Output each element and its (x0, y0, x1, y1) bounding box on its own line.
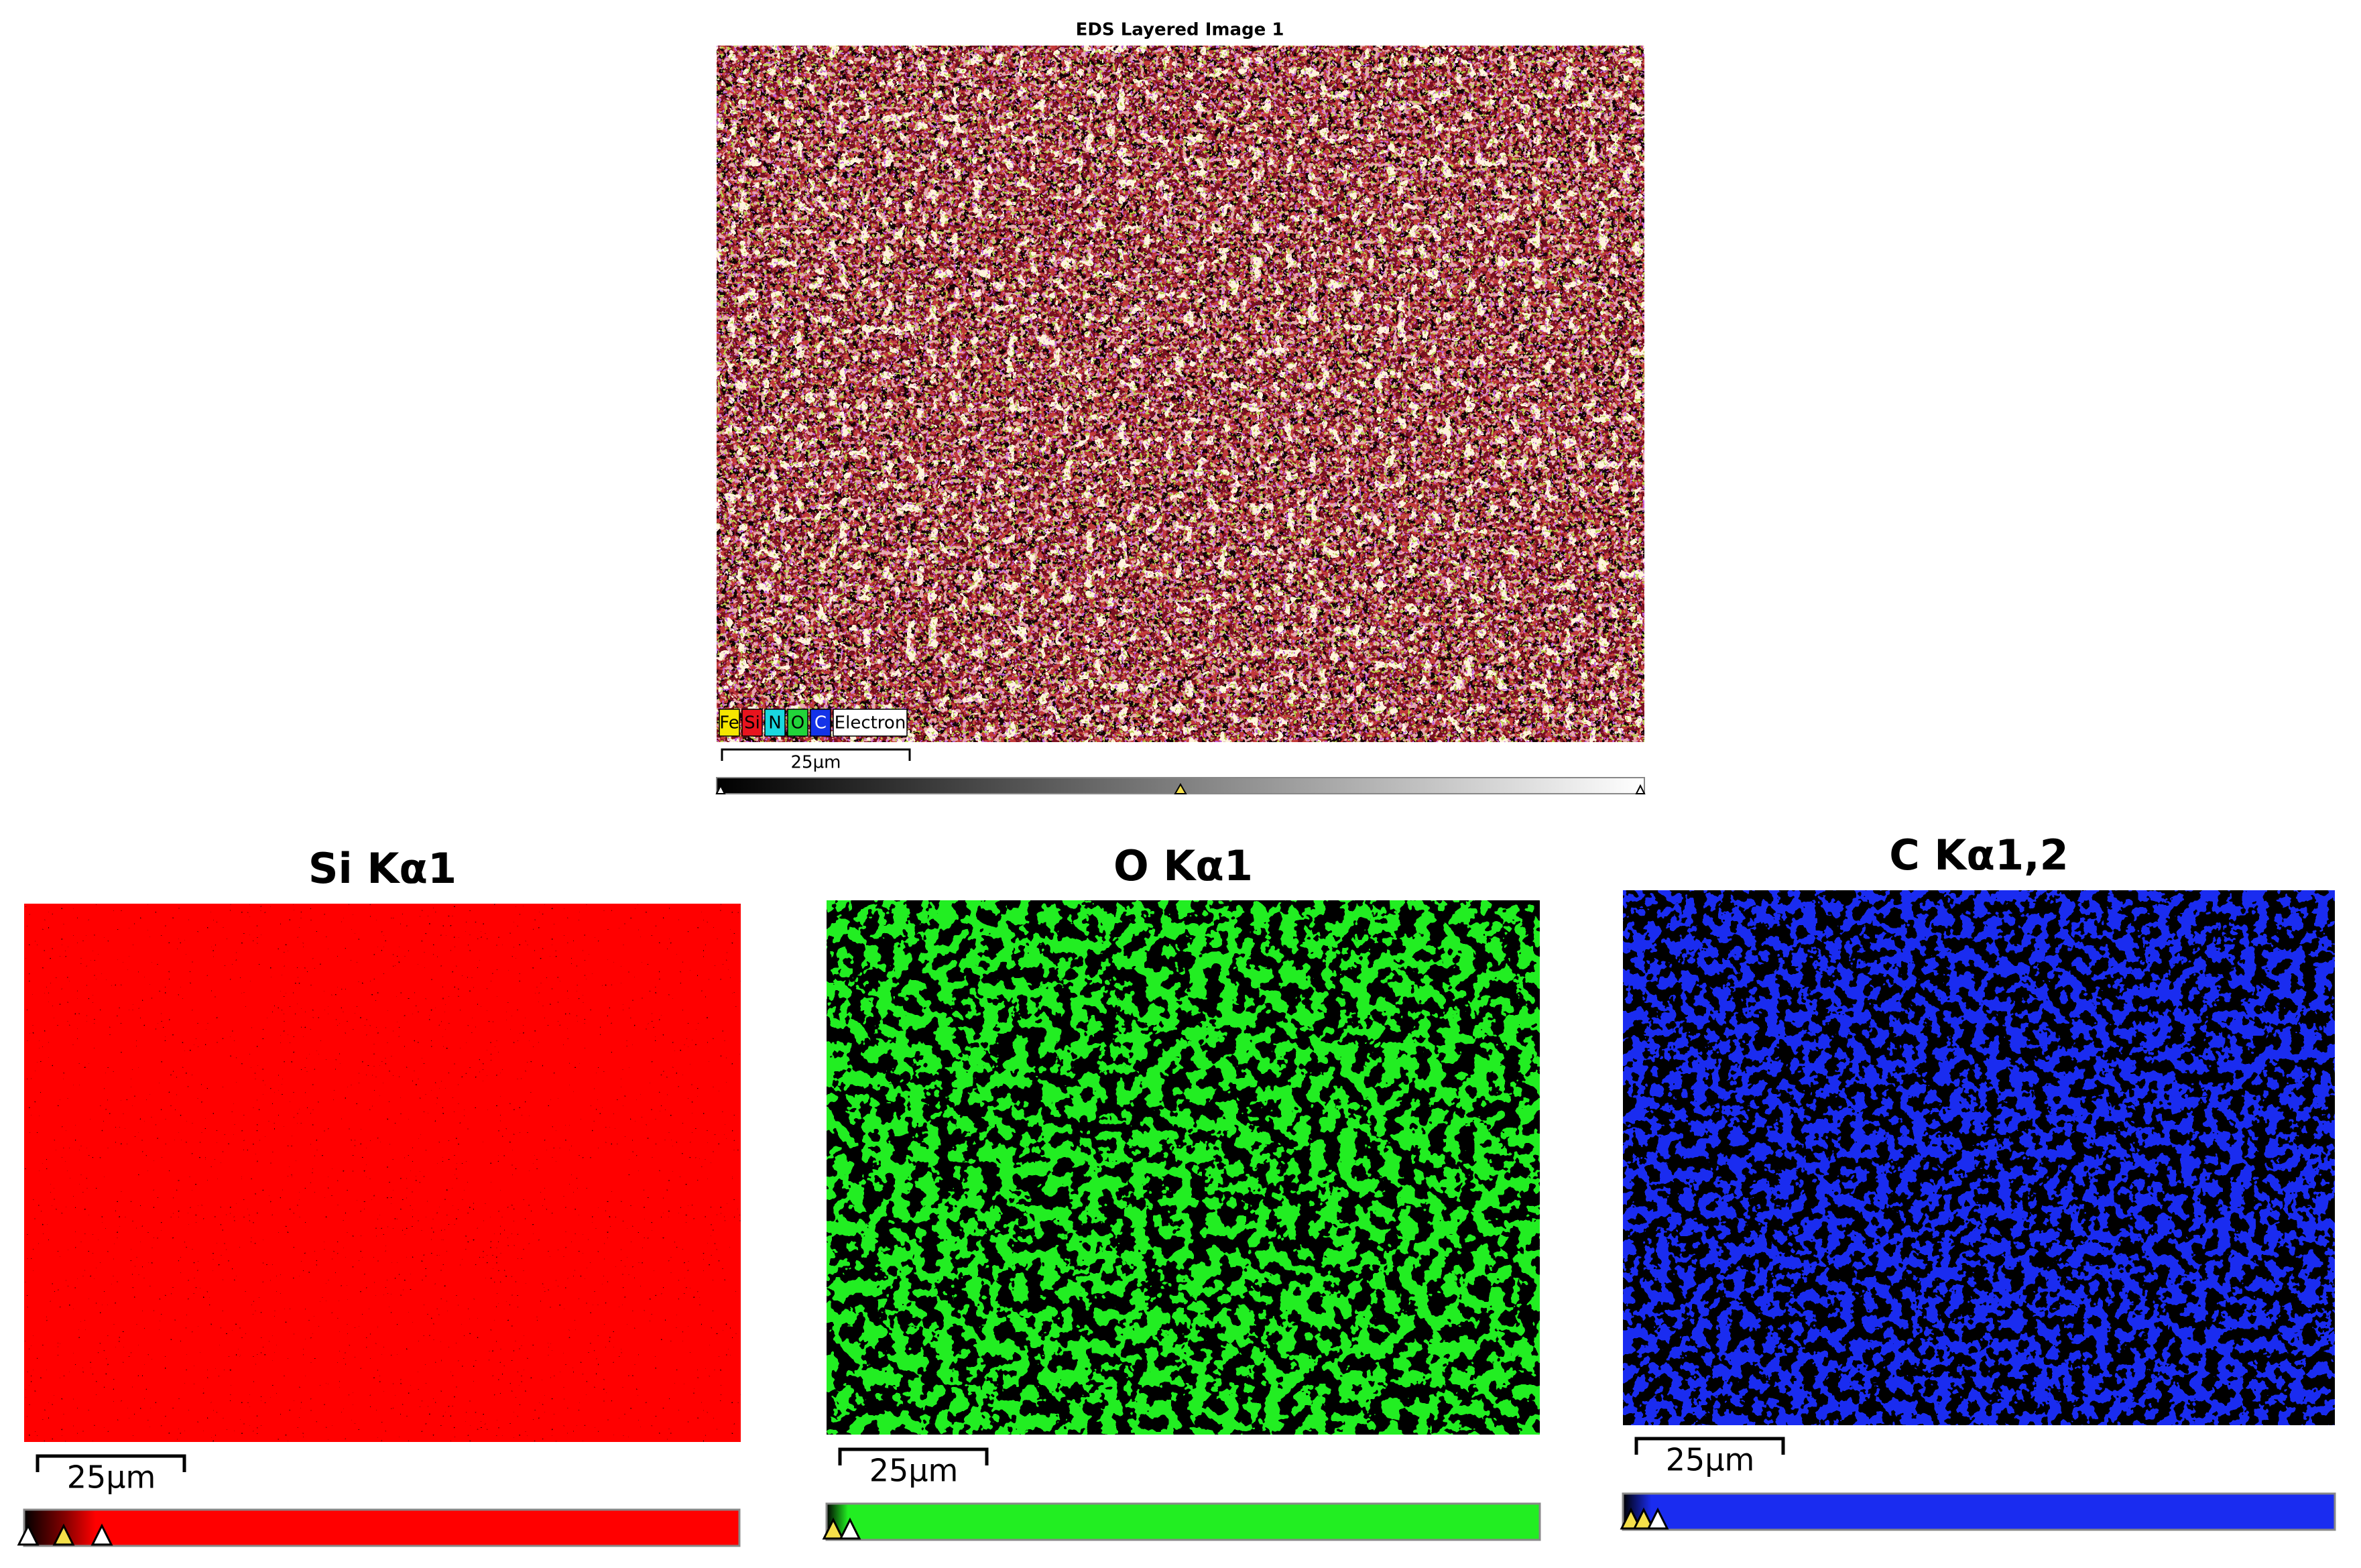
map-title: O Kα1 (1113, 841, 1253, 890)
marker (1632, 1507, 1655, 1530)
legend-swatch (787, 709, 808, 737)
legend-swatch (741, 709, 763, 737)
scale-bar-label: 25µm (869, 1453, 959, 1489)
speckle-layer (827, 900, 1540, 1435)
legend-label: Si (744, 713, 760, 733)
marker (839, 1517, 861, 1540)
legend-label: N (768, 713, 781, 733)
legend: Fe Si N O C Electron (719, 709, 908, 737)
scale-bar (838, 1447, 989, 1465)
scale-bar (1634, 1437, 1785, 1455)
legend-swatch (810, 709, 831, 737)
scale-bar-label: 25µm (67, 1459, 156, 1496)
speckle-layer (24, 904, 741, 1442)
legend-label: Electron (835, 713, 906, 733)
legend-label: Fe (719, 713, 739, 733)
speckle-layer (1623, 890, 2335, 1425)
speckle-layer (717, 46, 1644, 742)
legend-label: C (814, 713, 827, 733)
marker (1635, 784, 1646, 794)
scale-bar (721, 748, 911, 761)
scale-bar-label: 25µm (1666, 1442, 1755, 1478)
color-bar (1622, 1492, 2336, 1531)
marker (1174, 782, 1187, 794)
layered-image (717, 46, 1644, 742)
map-title: C Kα1,2 (1889, 831, 2069, 880)
scale-bar-label: 25µm (791, 753, 841, 773)
marker (52, 1523, 75, 1546)
scale-bar (36, 1454, 186, 1472)
legend-swatch (719, 709, 740, 737)
element-maps: Si Kα1 25µm O Kα1 25µm C Kα1,2 25µm (17, 831, 2336, 1547)
legend-swatch (833, 709, 908, 737)
marker (715, 784, 726, 794)
color-bar (825, 1502, 1541, 1541)
marker (17, 1523, 40, 1546)
marker (822, 1517, 845, 1540)
image-title: EDS Layered Image 1 (1076, 20, 1284, 40)
color-bar (23, 1508, 741, 1547)
marker (1646, 1507, 1669, 1530)
legend-label: O (791, 713, 804, 733)
marker (90, 1523, 113, 1546)
legend-swatch (764, 709, 786, 737)
map-title: Si Kα1 (308, 844, 457, 893)
